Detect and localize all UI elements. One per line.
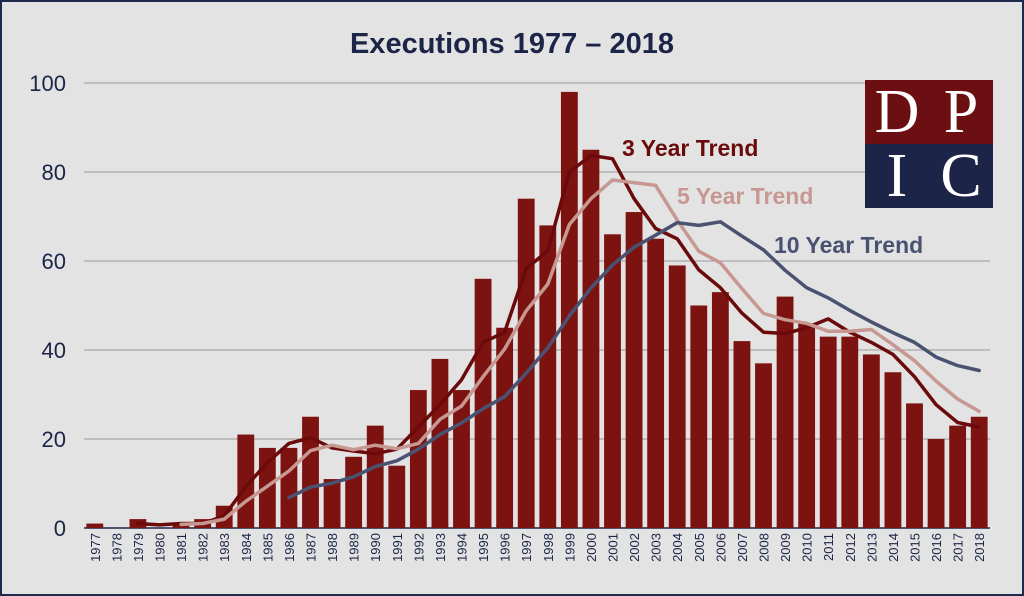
x-tick-label: 1991 (390, 533, 405, 562)
x-tick-label: 1977 (88, 533, 103, 562)
x-tick-label: 2008 (757, 533, 772, 562)
dpic-logo: D P I C (865, 80, 993, 208)
x-tick-label: 1978 (109, 533, 124, 562)
bar (517, 198, 535, 528)
x-tick-label: 2013 (864, 533, 879, 562)
bar (906, 403, 923, 528)
bar (841, 336, 859, 528)
bar (474, 278, 492, 528)
series-label-5-year: 5 Year Trend (677, 183, 813, 209)
trend-line-3-year (136, 153, 981, 527)
x-tick-label: 2007 (735, 533, 750, 562)
bar (647, 238, 665, 528)
x-tick-label: 2015 (908, 533, 923, 562)
bar (776, 296, 794, 528)
x-tick-label: 1987 (304, 533, 319, 562)
x-tick-label: 1985 (260, 533, 275, 562)
bar (755, 363, 772, 528)
x-tick-label: 2018 (972, 533, 987, 562)
bar (388, 465, 406, 528)
series-label-10-year: 10 Year Trend (774, 232, 923, 258)
x-tick-label: 2001 (606, 533, 621, 562)
bar (884, 372, 902, 528)
x-tick-label: 2002 (627, 533, 642, 562)
bar (302, 416, 319, 528)
bar (431, 358, 449, 528)
x-tick-label: 1996 (498, 533, 513, 562)
bar (582, 149, 600, 528)
x-tick-label: 1984 (239, 533, 254, 562)
x-tick-label: 1980 (153, 533, 168, 562)
bar (819, 336, 837, 528)
logo-letter-c: C (929, 144, 993, 208)
x-tick-label: 2011 (821, 533, 836, 561)
x-tick-label: 2012 (843, 533, 858, 562)
logo-letter-i: I (865, 144, 929, 208)
x-tick-label: 1994 (455, 533, 470, 562)
x-tick-label: 1999 (562, 533, 577, 562)
y-tick-label: 100 (29, 71, 66, 96)
x-tick-label: 1989 (347, 533, 362, 562)
bar (927, 439, 945, 528)
x-tick-label: 1998 (541, 533, 556, 562)
x-tick-label: 1995 (476, 533, 491, 562)
x-tick-label: 2005 (692, 533, 707, 562)
bar (409, 390, 427, 528)
bar (668, 265, 686, 528)
trend-line-5-year (179, 178, 981, 527)
x-tick-label: 2003 (649, 533, 664, 562)
bar (625, 212, 643, 529)
x-tick-label: 2017 (951, 533, 966, 562)
bar (345, 456, 363, 528)
y-tick-label: 60 (42, 249, 66, 274)
x-tick-label: 2016 (929, 533, 944, 562)
x-tick-label: 1983 (217, 533, 232, 562)
trend-line-10-year (287, 220, 981, 500)
x-tick-label: 2006 (713, 533, 728, 562)
x-tick-label: 1993 (433, 533, 448, 562)
bar (604, 234, 621, 529)
x-tick-label: 2010 (800, 533, 815, 562)
x-tick-label: 1988 (325, 533, 340, 562)
y-tick-label: 20 (42, 427, 66, 452)
bar (323, 479, 341, 528)
x-tick-label: 2009 (778, 533, 793, 562)
x-tick-label: 1981 (174, 533, 189, 562)
chart-title: Executions 1977 – 2018 (349, 28, 675, 60)
x-tick-label: 1979 (131, 533, 146, 562)
bar (711, 292, 729, 528)
y-tick-label: 0 (54, 516, 66, 541)
bar (798, 323, 816, 528)
y-tick-label: 40 (42, 338, 66, 363)
bar (949, 425, 967, 528)
bar (690, 305, 708, 528)
bar (280, 447, 298, 528)
y-tick-label: 80 (42, 160, 66, 185)
x-tick-label: 2014 (886, 533, 901, 562)
bar (862, 354, 880, 528)
bar (560, 91, 578, 529)
x-tick-label: 1990 (368, 533, 383, 562)
bar (970, 416, 988, 528)
bar (366, 425, 384, 528)
x-tick-label: 2004 (670, 533, 685, 562)
x-tick-label: 1992 (411, 533, 426, 562)
x-tick-label: 1997 (519, 533, 534, 562)
x-tick-label: 2000 (584, 533, 599, 562)
logo-letter-d: D (865, 80, 929, 144)
x-tick-label: 1986 (282, 533, 297, 562)
bar (539, 225, 557, 528)
bar (496, 327, 514, 528)
x-tick-label: 1982 (196, 533, 211, 562)
bar (733, 341, 751, 528)
series-label-3-year: 3 Year Trend (622, 135, 758, 161)
logo-letter-p: P (929, 80, 993, 144)
bar (86, 523, 104, 528)
